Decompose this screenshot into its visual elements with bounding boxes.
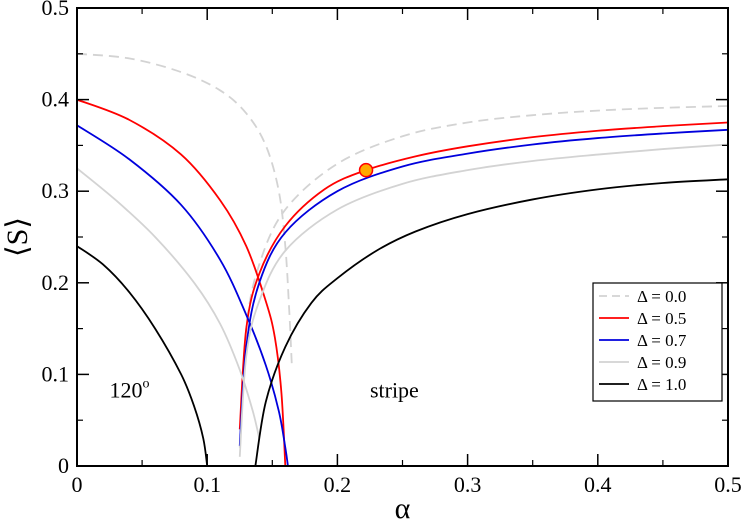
annotation-phase-stripe: stripe (370, 377, 419, 402)
x-tick-label: 0.5 (714, 472, 742, 497)
ticks-layer: 0 0.1 0.2 0.3 0.4 0.5 0 0.1 0.2 0.3 0.4 0.5 (42, 0, 742, 497)
x-tick-label: 0.2 (324, 472, 352, 497)
x-tick-label: 0 (72, 472, 83, 497)
series-2-right-branch (238, 128, 728, 446)
series-4-right-branch (254, 178, 728, 466)
series-0-left-branch (77, 52, 293, 366)
legend-label: Δ = 0.7 (637, 331, 687, 350)
y-tick-label: 0 (58, 453, 69, 478)
y-tick-label: 0.1 (42, 361, 70, 386)
legend-label: Δ = 1.0 (637, 375, 686, 394)
series-4-left-branch (77, 245, 209, 466)
y-axis-label: ⟨S⟩ (1, 217, 34, 257)
highlight-point (358, 162, 374, 178)
legend: Δ = 0.0 Δ = 0.5 Δ = 0.7 Δ = 0.9 Δ = 1.0 (592, 282, 723, 402)
x-tick-label: 0.3 (454, 472, 482, 497)
legend-label: Δ = 0.0 (637, 287, 686, 306)
series-0-right-branch (238, 105, 728, 448)
series-2-left-branch (77, 124, 289, 466)
series-3-left-branch (77, 167, 261, 439)
series-3-right-branch (238, 143, 728, 457)
x-axis-label: α (395, 492, 411, 519)
legend-label: Δ = 0.5 (637, 309, 686, 328)
series-layer (77, 52, 728, 466)
annotation-phase-120: 120o (110, 376, 150, 402)
y-tick-label: 0.5 (42, 0, 70, 20)
y-tick-label: 0.3 (42, 178, 70, 203)
series-1-left-branch (77, 98, 287, 466)
x-tick-label: 0.4 (584, 472, 612, 497)
legend-label: Δ = 0.9 (637, 353, 686, 372)
annot-layer: 120o stripe (110, 376, 419, 402)
y-tick-label: 0.2 (42, 270, 70, 295)
x-tick-label: 0.1 (193, 472, 221, 497)
y-tick-label: 0.4 (42, 87, 70, 112)
marker-layer (358, 162, 374, 178)
legend-box (592, 282, 723, 402)
series-1-right-branch (238, 121, 728, 430)
